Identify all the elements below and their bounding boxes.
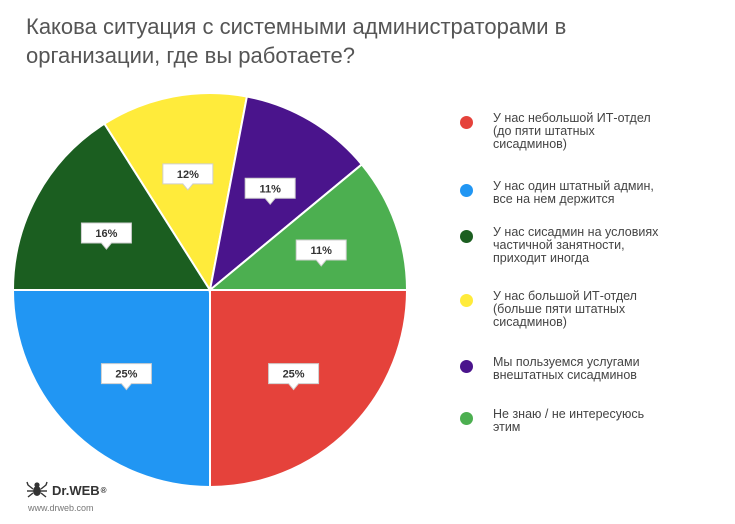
legend-item-2: У нас один штатный админ, все на нем держ…: [460, 180, 693, 206]
slice-label-2: 25%: [100, 363, 152, 391]
legend-label-1: У нас небольшой ИТ-отдел (до пяти штатных…: [493, 111, 651, 151]
legend-item-1: У нас небольшой ИТ-отдел (до пяти штатных…: [460, 112, 693, 151]
legend-swatch-5: [460, 360, 473, 373]
logo-brand-text: Dr.WEB: [52, 482, 100, 498]
slice-value-1: 25%: [283, 369, 305, 381]
legend-item-3: У нас сисадмин на условиях частичной заня…: [460, 226, 693, 265]
legend-swatch-2: [460, 184, 473, 197]
slice-label-5: 11%: [244, 177, 296, 206]
title-line-1: Какова ситуация с системными администрат…: [26, 14, 567, 39]
legend-item-5: Мы пользуемся услугами внештатных сисадми…: [460, 356, 693, 382]
legend-swatch-3: [460, 230, 473, 243]
pie-slice-2: [11, 289, 211, 489]
chart-title: Какова ситуация с системными администрат…: [26, 12, 626, 70]
legend-label-3: У нас сисадмин на условиях частичной заня…: [493, 225, 659, 265]
legend-swatch-4: [460, 294, 473, 307]
drweb-logo: Dr.WEB ® www.drweb.com: [26, 481, 107, 513]
legend-item-4: У нас большой ИТ-отдел (больше пяти штатн…: [460, 290, 693, 329]
spider-icon: [26, 481, 48, 498]
legend-label-2: У нас один штатный админ, все на нем держ…: [493, 179, 654, 206]
slice-value-6: 11%: [311, 245, 333, 257]
pie-slice-6: [207, 163, 409, 291]
slice-label-1: 25%: [268, 363, 320, 391]
pie-slice-3: [11, 122, 212, 291]
slice-label-6: 11%: [295, 239, 347, 267]
logo-url: www.drweb.com: [28, 503, 94, 513]
legend-item-6: Не знаю / не интересуюсь этим: [460, 408, 693, 434]
legend-label-5: Мы пользуемся услугами внештатных сисадми…: [493, 355, 640, 382]
slice-label-3: 16%: [80, 222, 132, 250]
pie-slice-4: [103, 92, 249, 293]
legend-swatch-1: [460, 116, 473, 129]
legend-swatch-6: [460, 412, 473, 425]
slice-value-3: 16%: [95, 228, 117, 240]
slice-value-2: 25%: [115, 369, 137, 381]
slice-value-5: 11%: [259, 183, 281, 195]
legend-label-6: Не знаю / не интересуюсь этим: [493, 407, 645, 434]
slice-value-4: 12%: [177, 169, 199, 181]
title-line-2: организации, где вы работаете?: [26, 43, 355, 68]
legend-label-4: У нас большой ИТ-отдел (больше пяти штатн…: [493, 289, 637, 329]
slice-label-4: 12%: [162, 163, 214, 191]
pie-slice-1: [209, 289, 409, 489]
